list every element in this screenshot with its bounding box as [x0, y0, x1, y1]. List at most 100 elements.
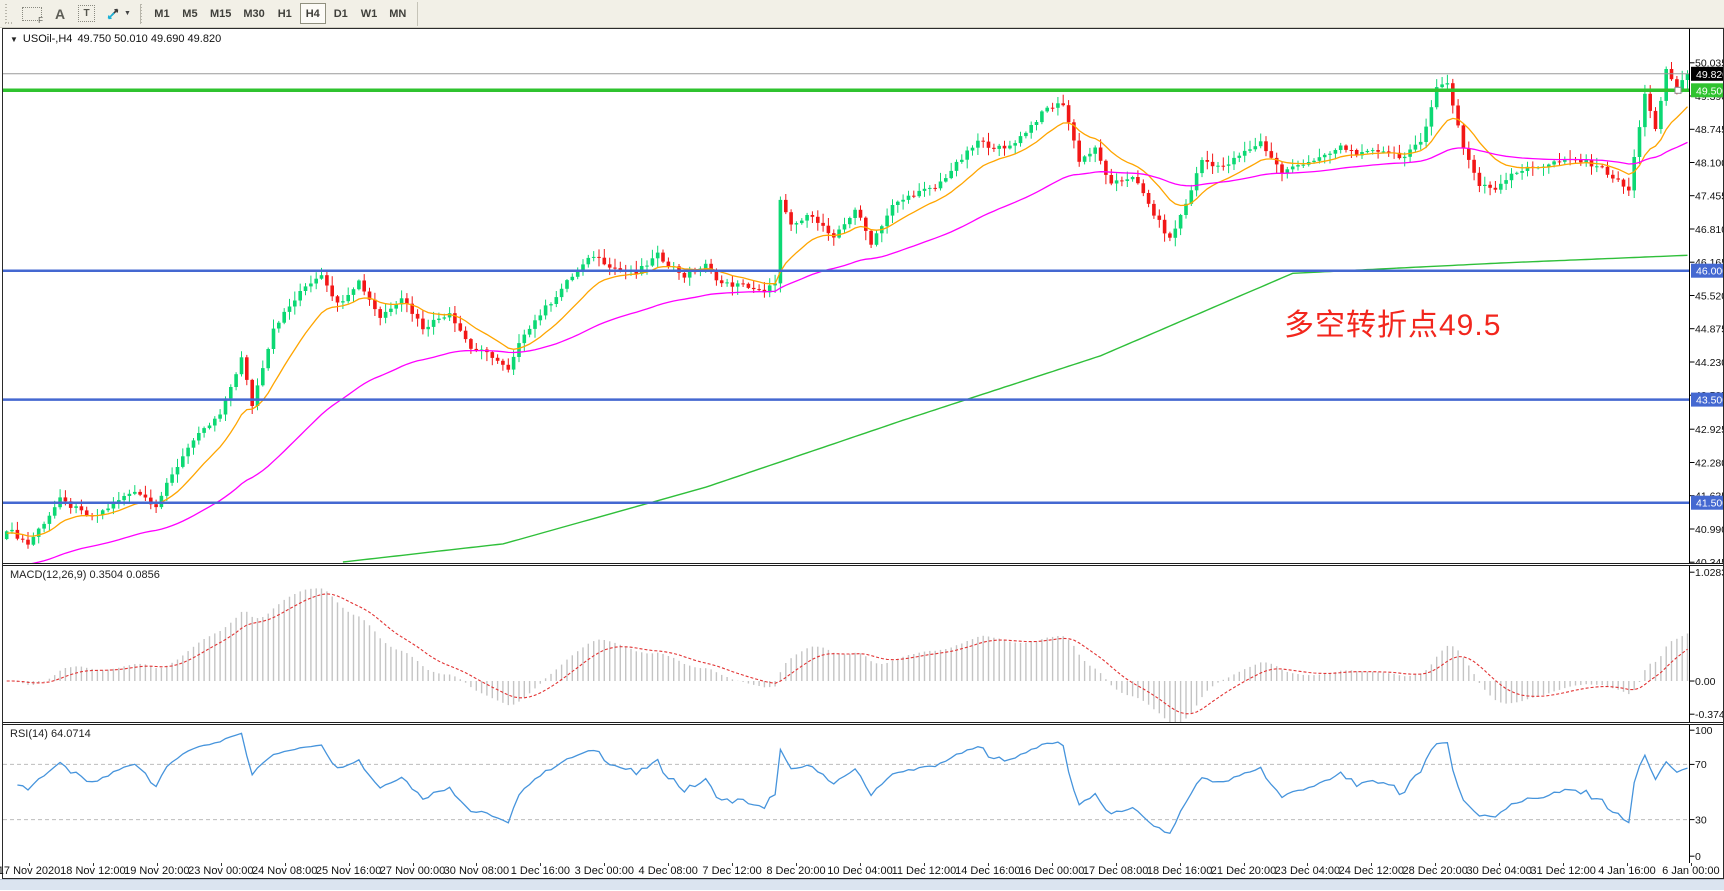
time-axis-label: 24 Nov 08:00 — [251, 865, 318, 877]
text-label-tool-button[interactable]: T — [74, 3, 99, 25]
rsi-label: RSI(14) 64.0714 — [10, 728, 91, 740]
macd-signal-value: 0.0856 — [126, 569, 160, 581]
svg-text:43.500: 43.500 — [1696, 395, 1723, 407]
time-axis-label: 17 Dec 08:00 — [1082, 865, 1149, 877]
time-axis-label: 31 Dec 12:00 — [1530, 865, 1596, 877]
chart-text-annotation[interactable]: 多空转折点49.5 — [1284, 309, 1502, 342]
svg-text:40.990: 40.990 — [1695, 524, 1723, 536]
macd-chart-surface[interactable]: 1.0283 0.00 -0.3748 — [3, 566, 1723, 722]
svg-text:49.820: 49.820 — [1696, 69, 1723, 81]
time-axis-label: 30 Nov 08:00 — [443, 865, 510, 877]
svg-text:44.875: 44.875 — [1695, 324, 1723, 336]
chart-window: ▼ USOil-,H4 49.750 50.010 49.690 49.820 … — [0, 28, 1724, 879]
time-tick — [1435, 863, 1437, 866]
svg-text:49.500: 49.500 — [1696, 85, 1723, 97]
symbol-dropdown-icon[interactable]: ▼ — [10, 34, 18, 44]
rsi-panel[interactable]: RSI(14) 64.0714 100 70 30 0 — [3, 725, 1723, 863]
timeframe-button-w1[interactable]: W1 — [356, 3, 383, 24]
timeframe-button-m5[interactable]: M5 — [177, 3, 203, 24]
svg-text:70: 70 — [1695, 759, 1707, 771]
macd-panel[interactable]: MACD(12,26,9) 0.3504 0.0856 1.0283 0.00 -0… — [3, 566, 1723, 722]
time-axis-label: 10 Dec 04:00 — [827, 865, 893, 877]
time-tick — [923, 863, 925, 866]
text-tool-button[interactable]: A — [48, 3, 72, 25]
time-axis-label: 25 Nov 16:00 — [315, 865, 382, 877]
svg-text:-0.3748: -0.3748 — [1695, 709, 1723, 721]
svg-text:30: 30 — [1695, 814, 1707, 826]
time-tick — [860, 863, 861, 866]
time-axis[interactable]: 17 Nov 2020 18 Nov 12:00 19 Nov 20:00 23 No… — [0, 863, 1723, 878]
svg-text:100: 100 — [1695, 725, 1713, 737]
svg-text:41.500: 41.500 — [1696, 498, 1723, 510]
time-axis-label: 3 Dec 00:00 — [574, 865, 634, 877]
time-tick — [604, 863, 606, 866]
svg-text:47.455: 47.455 — [1695, 191, 1723, 203]
time-axis-label: 18 Dec 16:00 — [1146, 865, 1213, 877]
toolbar-grip[interactable] — [5, 3, 13, 24]
time-axis-label: 11 Dec 12:00 — [891, 865, 957, 877]
time-axis-label: 4 Jan 16:00 — [1598, 865, 1656, 877]
timeframe-button-m15[interactable]: M15 — [205, 3, 236, 24]
time-tick — [1690, 863, 1692, 866]
status-strip — [0, 879, 1724, 890]
time-tick — [1307, 863, 1309, 866]
text-label-icon: T — [78, 5, 95, 22]
timeframe-button-mn[interactable]: MN — [384, 3, 411, 24]
symbol-name: USOil-,H4 — [22, 33, 73, 45]
svg-text:46.810: 46.810 — [1695, 224, 1723, 236]
svg-text:48.745: 48.745 — [1695, 124, 1723, 136]
time-axis-label: 23 Dec 04:00 — [1274, 865, 1341, 877]
time-tick — [156, 863, 158, 866]
rsi-value: 64.0714 — [50, 728, 91, 740]
time-tick — [348, 863, 350, 866]
svg-text:50.035: 50.035 — [1695, 58, 1723, 70]
candlestick-chart-surface[interactable]: 50.03549.39048.74548.10047.45546.81046.1… — [3, 29, 1723, 563]
price-panel[interactable]: ▼ USOil-,H4 49.750 50.010 49.690 49.820 … — [3, 29, 1723, 563]
timeframe-button-h1[interactable]: H1 — [272, 3, 298, 24]
timeframe-button-h4[interactable]: H4 — [299, 3, 326, 24]
panel-separator[interactable] — [3, 563, 1723, 566]
fibonacci-tool-button[interactable]: F — [18, 3, 46, 25]
time-tick — [92, 863, 94, 866]
time-axis-label: 4 Dec 08:00 — [638, 865, 698, 877]
timeframe-button-m1[interactable]: M1 — [149, 3, 175, 24]
time-tick — [796, 863, 797, 866]
svg-text:48.100: 48.100 — [1695, 157, 1723, 169]
time-axis-label: 18 Nov 12:00 — [60, 865, 126, 877]
time-tick — [1371, 863, 1373, 866]
svg-text:42.925: 42.925 — [1695, 424, 1723, 436]
time-axis-label: 27 Nov 00:00 — [379, 865, 446, 877]
macd-label: MACD(12,26,9) 0.3504 0.0856 — [10, 569, 160, 581]
time-tick — [1051, 863, 1053, 866]
svg-text:42.280: 42.280 — [1695, 457, 1723, 469]
time-axis-label: 28 Dec 20:00 — [1402, 865, 1468, 877]
svg-text:0.00: 0.00 — [1695, 676, 1716, 688]
time-axis-label: 6 Jan 00:00 — [1662, 865, 1720, 877]
time-tick — [412, 863, 414, 866]
time-tick — [29, 863, 30, 866]
timeframe-button-d1[interactable]: D1 — [328, 3, 354, 24]
time-axis-label: 16 Dec 00:00 — [1018, 865, 1085, 877]
toolbar-end-separator — [417, 1, 419, 26]
timeframe-button-m30[interactable]: M30 — [238, 3, 269, 24]
svg-text:45.520: 45.520 — [1695, 290, 1723, 302]
time-axis-label: 19 Nov 20:00 — [124, 865, 190, 877]
time-tick — [284, 863, 286, 866]
symbol-label[interactable]: ▼ USOil-,H4 49.750 50.010 49.690 49.820 — [10, 33, 221, 45]
time-tick — [1563, 863, 1565, 866]
svg-text:46.000: 46.000 — [1696, 266, 1723, 278]
hline-handle — [1674, 86, 1682, 94]
time-tick — [1627, 863, 1628, 866]
rsi-chart-surface[interactable]: 100 70 30 0 — [3, 725, 1723, 863]
time-tick — [1243, 863, 1245, 866]
svg-text:0: 0 — [1695, 851, 1701, 863]
time-axis-label: 21 Dec 20:00 — [1210, 865, 1277, 877]
panel-separator[interactable] — [3, 722, 1723, 725]
time-tick — [1499, 863, 1501, 866]
svg-text:44.230: 44.230 — [1695, 357, 1723, 369]
toolbar-separator-grip[interactable] — [139, 3, 144, 24]
arrows-icon — [107, 8, 119, 19]
arrows-tool-button[interactable]: ▼ — [101, 3, 135, 25]
macd-main-value: 0.3504 — [89, 569, 124, 581]
